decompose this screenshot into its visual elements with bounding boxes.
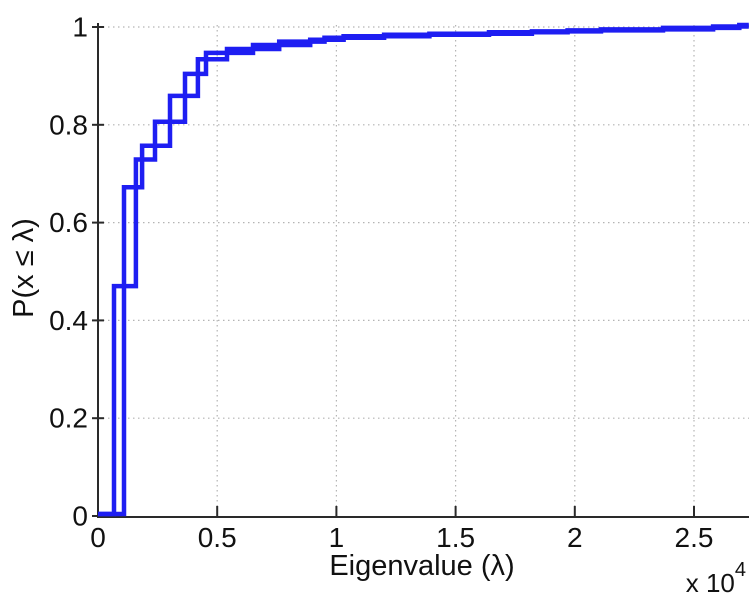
y-tick-label: 0.8: [49, 109, 88, 140]
x-axis-multiplier-exponent: 4: [735, 559, 746, 581]
y-tick-label: 0.2: [49, 403, 88, 434]
cdf-curve-2: [98, 22, 749, 517]
x-tick-label: 2.5: [675, 522, 714, 553]
y-axis-label: P(x ≤ λ): [8, 218, 40, 318]
x-tick-label: 0: [90, 522, 106, 553]
chart-layer: 0 0.5 1 1.5 2 2.5 0 0.2 0.4 0.6 0.8 1: [49, 12, 749, 553]
x-tick-label: 1.5: [436, 522, 475, 553]
x-axis-label: Eigenvalue (λ): [329, 550, 514, 582]
y-tick-label: 1: [72, 12, 88, 43]
x-tick-label: 1: [329, 522, 345, 553]
x-axis-multiplier: x 104: [686, 559, 746, 598]
y-tick-label: 0.4: [49, 305, 88, 336]
y-tick-label: 0: [72, 501, 88, 532]
x-tick-label: 2: [567, 522, 583, 553]
x-tick-label: 0.5: [198, 522, 237, 553]
y-tick-label: 0.6: [49, 207, 88, 238]
cdf-curve-1: [98, 24, 749, 517]
x-axis-multiplier-base: x 10: [686, 568, 735, 598]
